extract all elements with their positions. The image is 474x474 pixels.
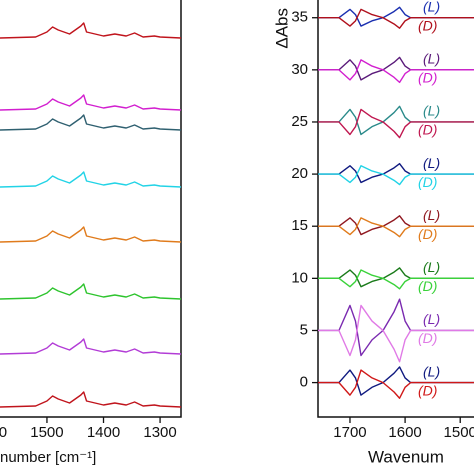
series-label: (L): [423, 51, 440, 67]
series-label: (L): [423, 259, 440, 275]
spectrum-line: [318, 267, 474, 288]
spectrum-line: [0, 171, 182, 188]
series-label: (L): [423, 0, 440, 14]
spectrum-line: [318, 215, 474, 236]
spectrum-line: [318, 105, 474, 136]
y-tick-label: 20: [291, 165, 308, 182]
spectrum-line: [318, 304, 474, 363]
series-label: (D): [418, 70, 437, 86]
series-label: (D): [418, 174, 437, 190]
left-frame: [0, 0, 182, 418]
y-tick-label: 0: [300, 374, 308, 391]
right-y-label: ΔAbs: [272, 8, 291, 49]
series-label: (L): [423, 311, 440, 327]
spectrum-line: [0, 283, 182, 300]
series-label: (L): [423, 103, 440, 119]
spectrum-line: [318, 269, 474, 290]
spectrum-line: [0, 338, 182, 355]
spectrum-line: [318, 162, 474, 184]
spectrum-line: [318, 56, 474, 81]
spectrum-line: [0, 114, 182, 131]
x-tick-label: 1700: [333, 424, 366, 441]
series-label: (L): [423, 207, 440, 223]
series-label: (D): [418, 122, 437, 138]
y-tick-label: 35: [291, 9, 308, 26]
spectrum-line: [0, 94, 182, 111]
spectrum-line: [318, 217, 474, 238]
spectrum-line: [318, 369, 474, 399]
right-x-label: Wavenum: [368, 447, 444, 466]
y-tick-label: 15: [291, 217, 308, 234]
series-label: (D): [418, 278, 437, 294]
spectrum-line: [318, 366, 474, 396]
series-label: (D): [418, 330, 437, 346]
x-tick-label: 1600: [388, 424, 421, 441]
series-label: (L): [423, 363, 440, 379]
right-frame: [317, 0, 474, 418]
series-label: (D): [418, 226, 437, 242]
spectrum-line: [318, 165, 474, 186]
x-tick-label: 1500: [444, 424, 474, 441]
x-tick-label: 1600: [0, 424, 7, 441]
spectrum-line: [0, 226, 182, 243]
spectrum-line: [318, 59, 474, 84]
x-tick-label: 1400: [87, 424, 120, 441]
y-tick-label: 5: [300, 321, 308, 338]
spectrum-line: [0, 22, 182, 39]
spectrum-line: [318, 6, 474, 27]
spectrum-line: [318, 8, 474, 29]
y-tick-label: 25: [291, 113, 308, 130]
y-tick-label: 30: [291, 61, 308, 78]
left-x-label: number [cm⁻¹]: [0, 449, 96, 466]
series-label: (D): [418, 382, 437, 398]
y-tick-label: 10: [291, 269, 308, 286]
spectrum-line: [0, 391, 182, 408]
x-tick-label: 1300: [143, 424, 176, 441]
spectrum-line: [318, 298, 474, 357]
x-tick-label: 1500: [30, 424, 63, 441]
series-label: (L): [423, 155, 440, 171]
spectrum-line: [318, 108, 474, 139]
series-label: (D): [418, 17, 437, 33]
